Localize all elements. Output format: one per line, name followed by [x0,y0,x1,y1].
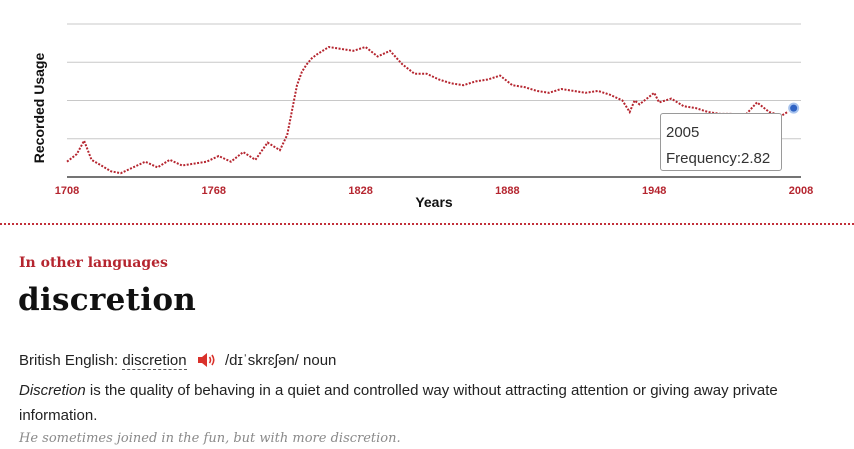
section-divider [0,223,854,225]
x-tick-label: 1948 [642,185,666,197]
pronunciation-ipa: /dɪˈskrɛʃən/ [224,352,299,369]
definition-text: is the quality of behaving in a quiet an… [19,382,778,424]
tooltip-frequency: Frequency:2.82 [666,150,771,167]
definition-term: Discretion [19,382,86,399]
x-tick-label: 1768 [202,185,226,197]
example-sentence: He sometimes joined in the fun, but with… [19,431,401,446]
definition: Discretion is the quality of behaving in… [19,378,829,428]
usage-chart: 1708 1768 1828 1888 1948 2008 Recorded Usage … [31,23,813,210]
frequency-tooltip: 2005 Frequency:2.82 [660,113,782,171]
x-tick-label: 1888 [495,185,519,197]
headword: discretion [18,282,197,318]
hover-point-dot[interactable] [790,104,798,112]
x-tick-label: 1828 [348,185,372,197]
x-tick-label: 1708 [55,185,79,197]
x-tick-label: 2008 [789,185,813,197]
pronunciation-line: British English: discretion /dɪˈskrɛʃən/… [19,352,336,372]
tooltip-year: 2005 [666,124,700,141]
pronunciation-word-link[interactable]: discretion [122,352,187,370]
speaker-icon[interactable] [197,352,217,372]
x-tick-labels: 1708 1768 1828 1888 1948 2008 [55,185,813,197]
hover-point-2005[interactable] [787,101,801,115]
variety-label: British English: [19,352,119,369]
part-of-speech: noun [303,352,337,369]
y-axis-title: Recorded Usage [31,53,47,164]
section-label: In other languages [19,255,168,271]
x-axis-title: Years [415,194,453,210]
